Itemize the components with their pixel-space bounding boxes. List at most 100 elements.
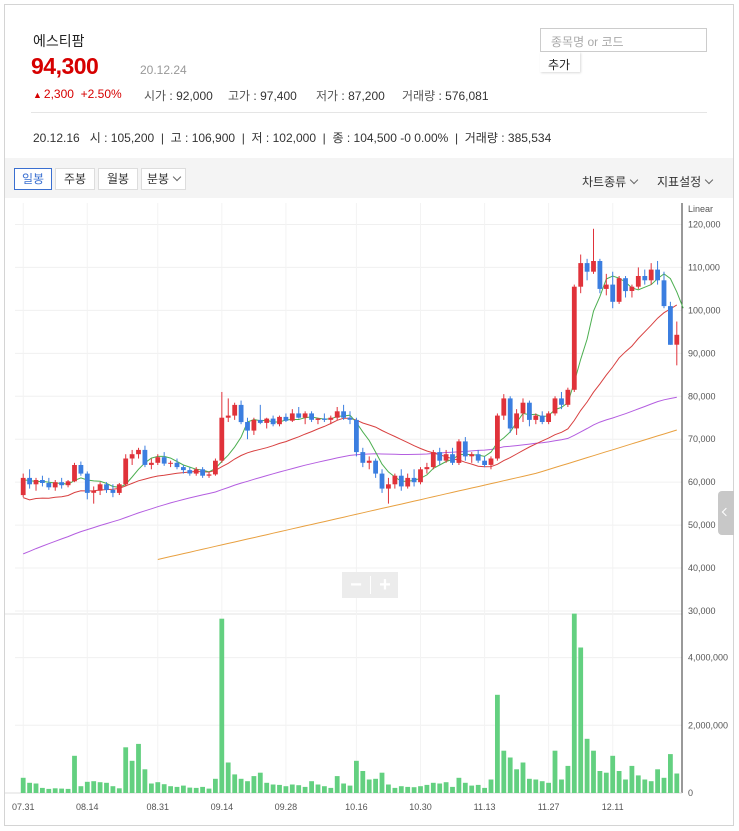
volume-bar — [206, 788, 212, 793]
candle-body — [501, 398, 507, 416]
candle-body — [668, 306, 673, 345]
volume-bar — [155, 782, 161, 793]
volume-bar — [193, 787, 199, 793]
candle-body — [341, 411, 346, 418]
volume-bar — [514, 769, 519, 793]
current-price: 94,300 — [31, 53, 99, 79]
volume-bar — [322, 786, 327, 793]
candle-body — [142, 449, 148, 465]
volume-bar — [65, 788, 71, 793]
zoom-out-icon[interactable]: − — [350, 574, 362, 596]
candle-body — [629, 286, 635, 291]
volume-bar — [456, 777, 462, 793]
tab-weekly[interactable]: 주봉 — [55, 168, 95, 190]
volume-bar — [578, 647, 584, 793]
volume-bar — [97, 782, 103, 793]
volume-bar — [360, 771, 366, 793]
tab-minute[interactable]: 분봉 — [141, 168, 186, 190]
candle-body — [635, 276, 641, 287]
volume-bar — [411, 787, 417, 793]
volume-bar — [245, 781, 250, 793]
chevron-left-icon — [721, 507, 731, 517]
volume-bar — [386, 784, 391, 793]
volume-bar — [328, 787, 334, 793]
volume-bar — [20, 777, 26, 793]
candle-body — [238, 404, 244, 423]
zoom-in-icon[interactable]: + — [379, 574, 391, 596]
candle-body — [52, 482, 58, 488]
candle-body — [277, 416, 282, 425]
candle-body — [450, 454, 455, 463]
candle-body — [91, 490, 97, 493]
candle-body — [40, 480, 45, 483]
volume-bar — [655, 769, 660, 793]
candle-body — [206, 474, 212, 476]
volume-bar — [635, 775, 641, 793]
x-tick-label: 10.16 — [345, 802, 368, 812]
side-panel-toggle[interactable] — [718, 491, 734, 535]
candle-body — [597, 261, 603, 289]
volume-bar — [584, 738, 590, 793]
volume-bar — [501, 750, 507, 793]
volume-bar — [168, 786, 173, 793]
volume-bar — [668, 754, 673, 793]
quote-date: 20.12.24 — [140, 63, 187, 77]
candle-body — [225, 415, 231, 418]
volume-bar — [642, 779, 648, 793]
volume-bar — [200, 786, 205, 793]
candle-body — [424, 467, 430, 470]
candle-body — [46, 483, 52, 488]
volume-bar — [232, 774, 238, 793]
candle-body — [200, 469, 205, 476]
volume-bar — [661, 777, 667, 793]
tab-daily[interactable]: 일봉 — [14, 168, 52, 190]
candle-body — [174, 462, 180, 468]
candle-body — [443, 454, 449, 461]
volume-bar — [533, 779, 539, 793]
volume-bar — [251, 776, 257, 793]
tab-monthly[interactable]: 월봉 — [98, 168, 138, 190]
candle-body — [97, 484, 103, 491]
volume-bar — [539, 781, 545, 793]
low-stat: 저가 : 87,200 — [316, 89, 385, 103]
volume-bar — [366, 779, 372, 793]
add-button[interactable]: 추가 — [540, 52, 580, 72]
volume-tick-label: 0 — [688, 788, 693, 798]
volume-bar — [392, 787, 398, 793]
stock-search-input[interactable]: 종목명 or 코드 — [540, 28, 707, 52]
candle-body — [411, 477, 417, 483]
candle-body — [456, 441, 462, 463]
candle-body — [149, 462, 154, 465]
divider — [31, 112, 707, 113]
volume-bar — [40, 787, 45, 793]
candle-body — [603, 284, 609, 289]
candle-body — [72, 465, 77, 482]
daily-info: 20.12.16 시 : 105,200 | 고 : 106,900 | 저 :… — [33, 131, 552, 145]
volume-bar — [443, 782, 449, 793]
stock-name[interactable]: 에스티팜 — [33, 33, 85, 49]
volume-bar — [72, 755, 77, 793]
volume-bar — [629, 765, 635, 793]
candle-body — [392, 475, 398, 485]
price-tick-label: 40,000 — [688, 563, 716, 573]
candle-body — [539, 415, 545, 422]
indicator-settings-dropdown[interactable]: 지표설정 — [657, 173, 714, 190]
candle-body — [302, 413, 308, 418]
x-tick-label: 10.30 — [409, 802, 432, 812]
volume-bar — [565, 765, 571, 793]
volume-bar — [469, 785, 475, 793]
candle-body — [33, 480, 39, 485]
candle-body — [193, 469, 199, 474]
chart-type-dropdown[interactable]: 차트종류 — [582, 173, 639, 190]
volume-bar — [507, 757, 513, 793]
volume-bar — [398, 786, 404, 793]
volume-bar — [334, 776, 340, 793]
candle-body — [623, 278, 628, 292]
volume-bar — [405, 786, 411, 793]
volume-tick-label: 2,000,000 — [688, 720, 728, 730]
volume-bar — [591, 750, 596, 793]
price-tick-label: 30,000 — [688, 606, 716, 616]
price-chart[interactable]: 120,000 110,000 100,000 90,000 80,000 70,000 6… — [5, 5, 733, 825]
volume-bar — [418, 786, 423, 793]
candle-body — [482, 460, 487, 465]
